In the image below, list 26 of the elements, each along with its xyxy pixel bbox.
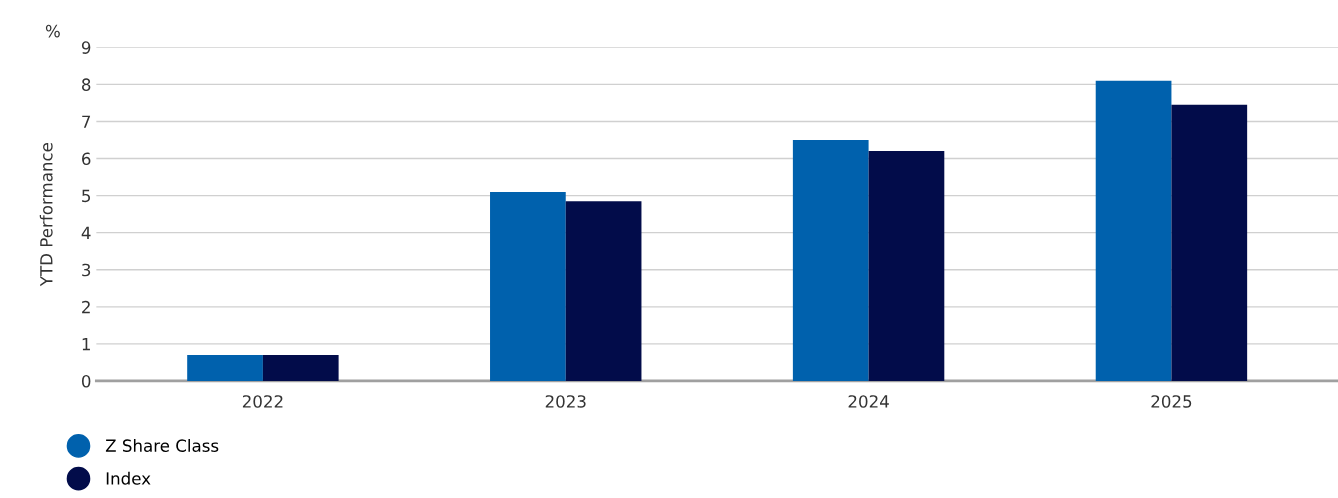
y-axis-title: YTD Performance: [39, 142, 53, 287]
x-tick-label: 2024: [848, 395, 889, 408]
y-tick-label: 1: [82, 338, 90, 351]
y-tick-label: 4: [81, 226, 91, 240]
y-tick-label: 5: [82, 189, 91, 203]
y-tick-label: 6: [82, 152, 91, 166]
bar: [490, 191, 566, 381]
legend-label: Index: [106, 471, 151, 485]
y-tick-label: 2: [82, 300, 90, 314]
legend-label: Z Share Class: [105, 439, 219, 452]
y-tick-label: 0: [81, 374, 91, 388]
bar: [1095, 80, 1172, 381]
bar: [565, 201, 642, 381]
bar: [187, 355, 263, 381]
bar: [792, 139, 869, 381]
bar: [262, 355, 339, 381]
x-tick-label: 2022: [242, 395, 283, 408]
y-tick-label: 8: [82, 78, 91, 91]
y-tick-label: 9: [81, 41, 91, 54]
y-tick-label: 7: [82, 115, 91, 128]
x-tick-label: 2025: [1151, 395, 1192, 408]
y-tick-label: 3: [82, 263, 91, 277]
x-tick-label: 2023: [545, 395, 586, 408]
bar: [868, 151, 945, 381]
text: %: [45, 24, 60, 38]
bar: [1171, 104, 1248, 381]
